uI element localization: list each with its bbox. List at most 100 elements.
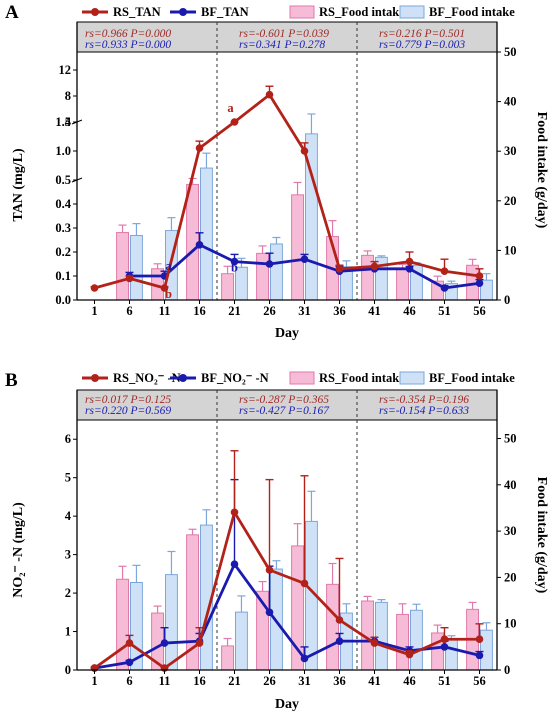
axis-break-mark [71, 119, 83, 125]
legend-label: RS_Food intake [319, 371, 405, 385]
x-tick-label: 1 [91, 674, 97, 688]
legend-swatch-marker [179, 374, 187, 382]
bar-rs-food-day-21 [221, 645, 235, 671]
y-tick-label: 12 [59, 63, 72, 77]
stat-rs-2: rs=-0.601 P=0.039 [239, 28, 329, 40]
point-rs-day-46 [405, 257, 414, 266]
x-tick-label: 46 [403, 304, 416, 318]
bar-rs-food-day-46 [396, 268, 410, 301]
significance-letter: a [227, 101, 234, 115]
y2-tick-label: 0 [504, 663, 510, 677]
stat-bf-2: rs=-0.427 P=0.167 [239, 405, 330, 417]
y-tick-label: 0.4 [55, 197, 71, 211]
y-tick-label: 6 [65, 432, 71, 446]
point-bf-day-26 [265, 608, 274, 617]
point-rs-day-36 [335, 616, 344, 624]
legend-swatch-bar [399, 371, 425, 385]
legend-swatch-marker [91, 374, 99, 382]
x-axis-title: Day [275, 697, 299, 712]
point-bf-day-51 [440, 643, 449, 651]
point-rs-day-31 [300, 579, 309, 588]
y-axis-title: NO₂⁻ -N (mg/L) [11, 502, 26, 598]
panel-letter-B: B [5, 370, 18, 391]
y-tick-label: 4 [65, 115, 72, 129]
y-tick-label: 0.3 [55, 221, 71, 235]
x-tick-label: 11 [159, 304, 171, 318]
y-tick-label: 0.5 [55, 173, 71, 187]
x-tick-label: 36 [333, 674, 346, 688]
stat-rs-2: rs=-0.287 P=0.365 [239, 394, 329, 406]
point-rs-day-11 [160, 284, 169, 292]
line-bf [94, 562, 480, 670]
x-tick-label: 16 [193, 674, 206, 688]
point-bf-day-11 [160, 639, 169, 647]
significance-letter: b [231, 261, 238, 275]
point-rs-day-26 [265, 90, 274, 99]
x-tick-label: 16 [193, 304, 206, 318]
point-rs-day-21 [230, 118, 239, 126]
y2-tick-label: 50 [504, 45, 517, 59]
x-tick-label: 56 [473, 304, 486, 318]
y-tick-label: 0.1 [55, 269, 71, 283]
point-bf-day-6 [125, 658, 134, 667]
bar-rs-food-day-6 [116, 232, 129, 301]
legend-label: BF_TAN [201, 5, 249, 19]
legend-swatch-bar [399, 5, 425, 19]
stat-bf-1: rs=0.220 P=0.569 [85, 405, 171, 417]
stat-bf-1: rs=0.933 P=0.000 [85, 39, 171, 51]
significance-letter: a [165, 259, 172, 273]
point-rs-day-16 [195, 639, 204, 647]
x-tick-label: 56 [473, 674, 486, 688]
legend-label: BF_Food intake [429, 371, 515, 385]
y2-tick-label: 30 [504, 144, 517, 158]
stat-rs-3: rs=0.216 P=0.501 [379, 28, 465, 40]
bar-bf-food-day-26 [270, 243, 283, 301]
bar-rs-food-day-26 [256, 252, 270, 301]
bar-rs-food-day-6 [116, 578, 129, 671]
bar-bf-food-day-51 [445, 638, 458, 671]
bar-rs-food-day-31 [291, 194, 305, 301]
x-tick-label: 26 [263, 304, 276, 318]
stat-rs-1: rs=0.966 P=0.000 [85, 28, 171, 40]
y-tick-label: 8 [65, 89, 71, 103]
point-bf-day-26 [265, 260, 274, 268]
legend-label: RS_TAN [113, 5, 161, 19]
y2-tick-label: 50 [504, 432, 517, 446]
point-rs-day-16 [195, 144, 204, 152]
x-tick-label: 21 [228, 674, 241, 688]
y-tick-label: 1.5 [55, 115, 71, 129]
y-tick-label: 0 [65, 663, 71, 677]
line-rs [93, 510, 480, 670]
point-rs-day-21 [230, 508, 239, 517]
x-axis-title: Day [275, 326, 299, 341]
stat-rs-1: rs=0.017 P=0.125 [85, 394, 171, 406]
panel-letter-A: A [5, 2, 19, 23]
x-tick-label: 41 [368, 674, 381, 688]
point-bf-day-56 [475, 279, 484, 288]
point-bf-day-21 [230, 560, 239, 569]
bar-bf-food-day-56 [480, 629, 493, 671]
y-tick-label: 5 [65, 471, 71, 485]
y2-tick-label: 0 [504, 293, 510, 307]
point-bf-day-36 [335, 637, 344, 645]
point-bf-day-51 [440, 284, 449, 292]
x-tick-label: 31 [298, 674, 311, 688]
legend-swatch-marker [179, 8, 187, 16]
point-rs-day-56 [475, 635, 484, 644]
y-tick-label: 3 [65, 548, 71, 562]
bar-bf-food-day-6 [130, 235, 143, 301]
x-tick-label: 26 [263, 674, 276, 688]
point-bf-day-31 [300, 255, 309, 263]
point-rs-day-6 [125, 639, 134, 647]
point-rs-day-26 [265, 566, 274, 574]
stat-rs-3: rs=-0.354 P=0.196 [379, 394, 469, 406]
x-tick-label: 6 [126, 674, 132, 688]
point-rs-day-41 [370, 262, 379, 271]
significance-letter: b [165, 287, 172, 301]
y-tick-label: 0.0 [55, 293, 71, 307]
point-bf-day-16 [195, 241, 204, 249]
x-tick-label: 36 [333, 304, 346, 318]
stat-bf-2: rs=0.341 P=0.278 [239, 39, 325, 51]
y2-tick-label: 10 [504, 617, 517, 631]
